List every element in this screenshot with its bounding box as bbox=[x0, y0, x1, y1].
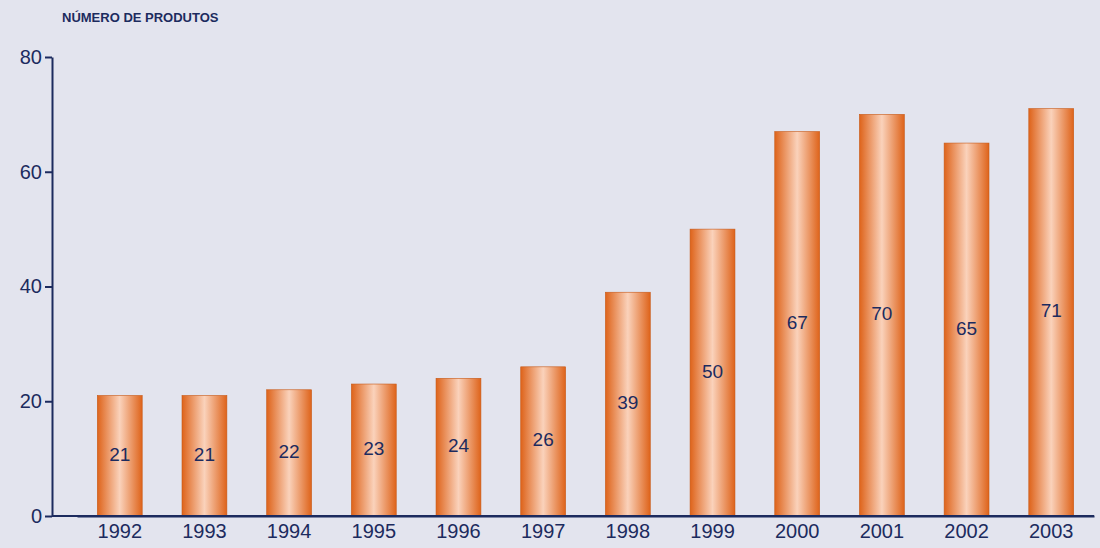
x-tick-label: 2002 bbox=[944, 520, 989, 542]
y-tick-label: 20 bbox=[20, 390, 42, 412]
bar bbox=[859, 114, 904, 516]
bar bbox=[775, 132, 820, 516]
x-tick-label: 1996 bbox=[436, 520, 481, 542]
x-tick-label: 1997 bbox=[521, 520, 566, 542]
y-axis: 0 20 40 60 80 bbox=[20, 46, 53, 527]
data-label: 39 bbox=[617, 392, 638, 413]
x-tick-label: 1994 bbox=[267, 520, 312, 542]
x-tick-label: 1998 bbox=[606, 520, 651, 542]
x-axis: 1992 1993 1994 1995 1996 1997 1998 1999 2000 2001… bbox=[78, 517, 1095, 543]
bar bbox=[944, 143, 989, 516]
x-tick: 1996 bbox=[436, 520, 481, 542]
data-label: 23 bbox=[363, 438, 384, 459]
x-tick: 1994 bbox=[267, 520, 312, 542]
data-label: 50 bbox=[702, 361, 723, 382]
y-tick: 60 bbox=[20, 161, 52, 183]
y-tick-label: 40 bbox=[20, 275, 42, 297]
x-tick-label: 2003 bbox=[1029, 520, 1074, 542]
x-tick: 1992 bbox=[98, 520, 143, 542]
data-label: 71 bbox=[1041, 300, 1062, 321]
bar bbox=[267, 390, 312, 516]
y-tick: 0 bbox=[31, 505, 52, 527]
x-tick-label: 1999 bbox=[690, 520, 735, 542]
x-axis-line bbox=[78, 516, 1095, 518]
x-tick: 2001 bbox=[860, 520, 905, 542]
bar bbox=[436, 378, 481, 516]
data-label: 21 bbox=[194, 444, 215, 465]
x-tick-label: 1993 bbox=[182, 520, 227, 542]
y-tick-label: 60 bbox=[20, 161, 42, 183]
x-tick: 1999 bbox=[690, 520, 735, 542]
data-label: 67 bbox=[787, 312, 808, 333]
y-tick-mark bbox=[45, 401, 52, 403]
x-tick: 1993 bbox=[182, 520, 227, 542]
chart: 0204060801992199319941995199619971998199… bbox=[0, 0, 1100, 548]
axis-title: NÚMERO DE PRODUTOS bbox=[62, 10, 219, 25]
x-tick: 1998 bbox=[606, 520, 651, 542]
bar bbox=[182, 396, 227, 516]
y-tick-mark bbox=[45, 286, 52, 288]
x-tick-label: 2000 bbox=[775, 520, 820, 542]
x-tick: 2002 bbox=[944, 520, 989, 542]
background bbox=[0, 0, 1100, 548]
bar bbox=[1029, 109, 1074, 516]
y-tick-mark bbox=[45, 171, 52, 173]
bar bbox=[690, 229, 735, 516]
y-tick-mark bbox=[45, 516, 52, 518]
bar bbox=[521, 367, 566, 516]
bar bbox=[351, 384, 396, 516]
y-tick-label: 80 bbox=[20, 46, 42, 68]
data-label: 21 bbox=[109, 444, 130, 465]
x-tick: 1995 bbox=[352, 520, 397, 542]
data-label: 22 bbox=[279, 441, 300, 462]
y-tick: 20 bbox=[20, 390, 52, 412]
x-axis-baseline bbox=[52, 515, 1094, 517]
y-tick-mark bbox=[45, 57, 52, 59]
data-label: 26 bbox=[533, 429, 554, 450]
bar bbox=[97, 396, 142, 516]
bars bbox=[97, 109, 1073, 516]
x-tick: 2003 bbox=[1029, 520, 1074, 542]
x-tick: 1997 bbox=[521, 520, 566, 542]
y-tick: 40 bbox=[20, 275, 52, 297]
data-label: 70 bbox=[871, 303, 892, 324]
x-tick: 2000 bbox=[775, 520, 820, 542]
y-tick-label: 0 bbox=[31, 505, 42, 527]
data-label: 65 bbox=[956, 318, 977, 339]
x-tick-label: 2001 bbox=[860, 520, 905, 542]
data-label: 24 bbox=[448, 435, 470, 456]
y-tick: 80 bbox=[20, 46, 52, 68]
bar bbox=[605, 292, 650, 516]
data-labels: 21 21 22 23 24 26 39 50 67 70 65 71 bbox=[109, 300, 1062, 464]
x-tick-label: 1992 bbox=[98, 520, 143, 542]
x-tick-label: 1995 bbox=[352, 520, 397, 542]
